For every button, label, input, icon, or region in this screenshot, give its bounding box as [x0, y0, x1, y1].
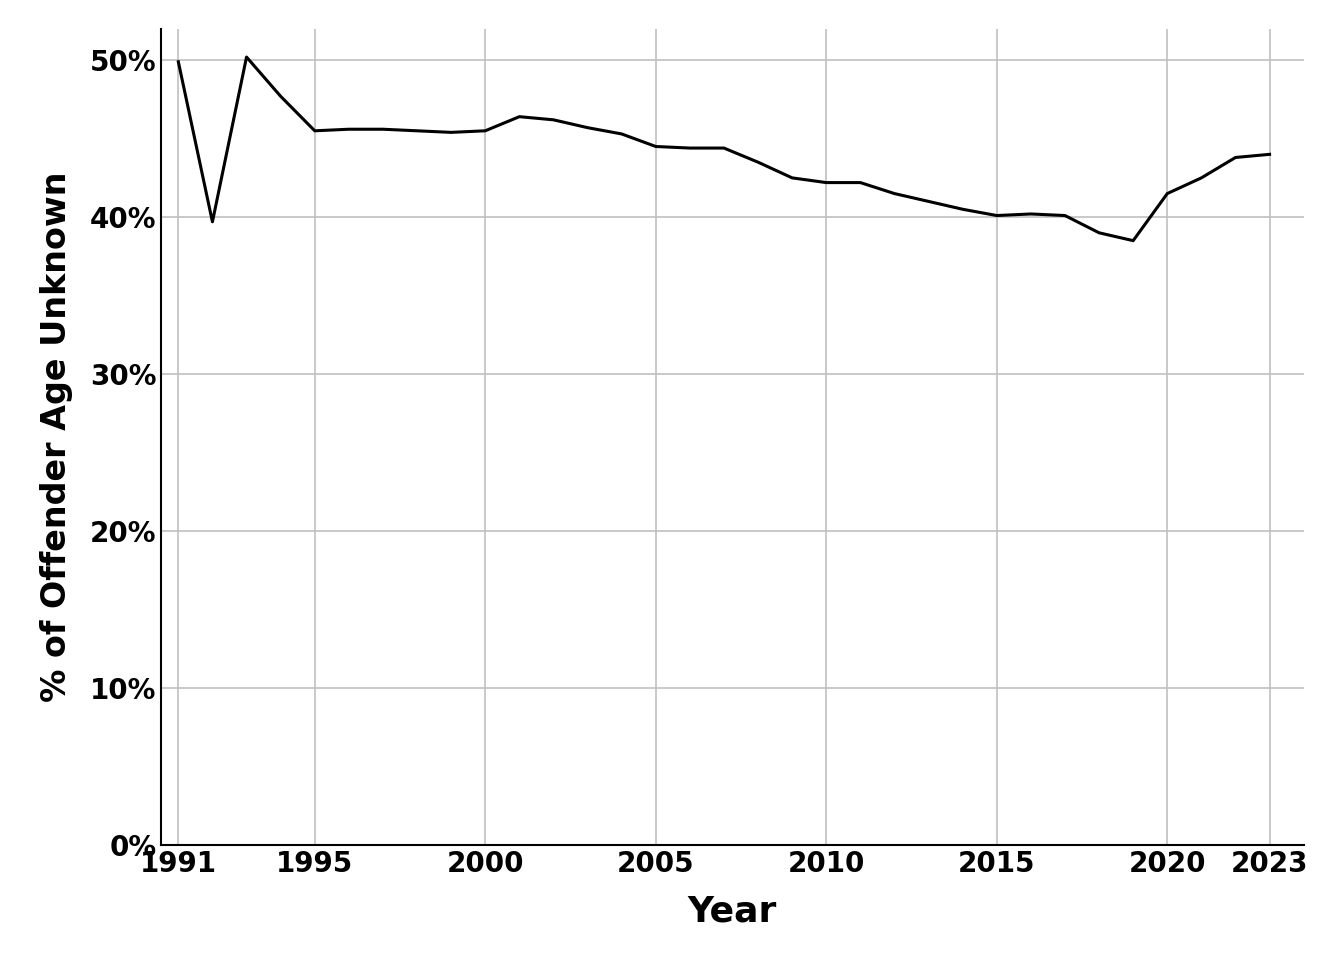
X-axis label: Year: Year [688, 895, 777, 928]
Y-axis label: % of Offender Age Unknown: % of Offender Age Unknown [40, 172, 73, 702]
